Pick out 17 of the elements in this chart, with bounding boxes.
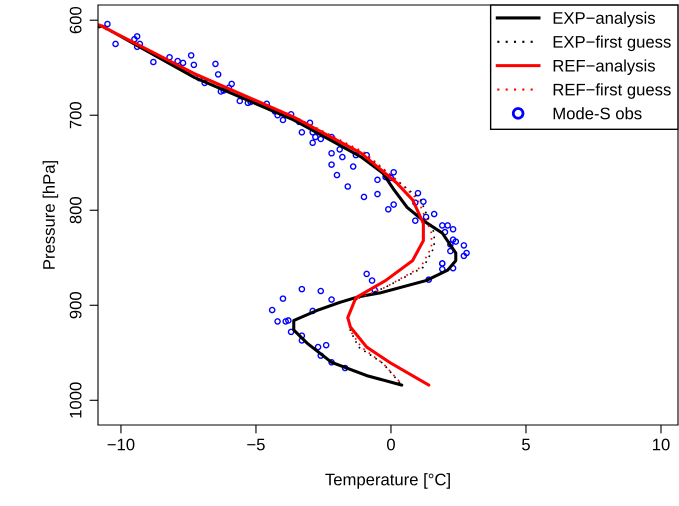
- legend-label: REF−analysis: [554, 59, 655, 75]
- x-tick-label: −10: [108, 438, 134, 450]
- y-tick-label: 700: [70, 102, 82, 128]
- y-tick-label: 1000: [70, 382, 82, 418]
- y-tick-label: 600: [70, 6, 82, 34]
- legend-label: Mode-S obs: [554, 107, 642, 120]
- x-axis-title: Temperature [°C]: [325, 473, 450, 489]
- legend-label: EXP−analysis: [554, 12, 655, 28]
- x-tick-label: 0: [386, 438, 395, 450]
- y-tick-label: 900: [70, 292, 82, 318]
- legend-label: REF−first guess: [554, 83, 671, 99]
- legend-label: EXP−first guess: [554, 36, 671, 52]
- x-tick-label: −5: [247, 438, 265, 450]
- x-tick-label: 10: [652, 438, 670, 450]
- x-tick-label: 5: [522, 438, 530, 450]
- y-tick-label: 800: [70, 196, 82, 224]
- y-axis-title: Pressure [hPa]: [42, 161, 58, 269]
